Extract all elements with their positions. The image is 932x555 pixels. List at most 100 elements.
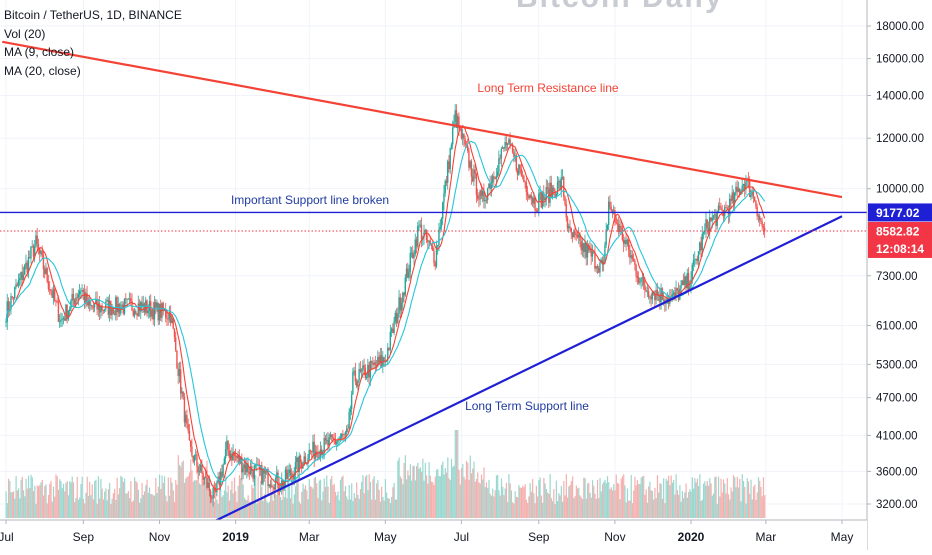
candle-body (392, 328, 394, 334)
volume-bar (492, 488, 494, 518)
candle-body (595, 266, 597, 269)
volume-bar (658, 492, 660, 518)
indicator-ma20[interactable]: MA (20, close) (4, 63, 81, 78)
volume-bar (539, 477, 541, 518)
candle-body (460, 126, 463, 139)
candle-body (20, 271, 22, 279)
candle-body (201, 464, 203, 474)
volume-bar (418, 468, 420, 518)
volume-bar (61, 488, 63, 518)
candle-body (92, 307, 95, 309)
volume-bar (505, 482, 508, 518)
volume-bar (593, 485, 595, 518)
volume-bar (651, 491, 654, 518)
candle-body (206, 477, 208, 488)
candle-body (424, 230, 426, 233)
volume-bar (337, 491, 339, 518)
volume-bar (148, 487, 151, 518)
volume-bar (220, 490, 222, 518)
volume-bar (548, 493, 550, 518)
candle-body (36, 235, 38, 244)
candle-body (258, 464, 260, 470)
x-tick-label: Mar (299, 530, 320, 544)
candle-body (232, 451, 234, 461)
candle-body (580, 241, 582, 251)
volume-bar (396, 499, 398, 518)
volume-bar (513, 503, 515, 518)
candle-body (443, 193, 445, 203)
candle-body (590, 248, 592, 257)
volume-bar (238, 475, 241, 518)
candle-body (339, 437, 342, 440)
candle-body (308, 449, 310, 459)
volume-bar (449, 480, 451, 518)
volume-bar (47, 495, 50, 518)
candle-body (223, 458, 226, 465)
volume-bar (10, 492, 12, 518)
candle-body (555, 194, 557, 198)
volume-bar (166, 501, 168, 518)
candle-body (474, 169, 476, 174)
volume-bar (502, 486, 504, 518)
volume-bar (341, 476, 343, 518)
candle-body (66, 304, 68, 320)
volume-bar (302, 483, 304, 518)
volume-bar (609, 489, 611, 518)
volume-bar (115, 499, 117, 518)
candle-body (591, 251, 594, 257)
candle-body (273, 487, 275, 490)
candle-body (325, 439, 328, 441)
candle-body (694, 259, 696, 261)
volume-bar (263, 494, 265, 518)
y-tick-label: 14000.00 (876, 91, 924, 103)
candle-body (509, 139, 511, 146)
candle-body (753, 196, 756, 201)
candle-body (615, 217, 617, 224)
volume-bar (284, 478, 287, 518)
candle-body (342, 433, 344, 435)
indicator-vol[interactable]: Vol (20) (4, 26, 46, 41)
volume-bar (79, 497, 81, 518)
candle-body (46, 268, 48, 282)
volume-bar (438, 475, 440, 518)
volume-bar (185, 478, 187, 518)
candle-body (435, 246, 438, 267)
y-tick-label: 10000.00 (876, 184, 924, 196)
candle-body (501, 147, 504, 149)
candle-body (655, 290, 657, 301)
candle-body (165, 309, 167, 318)
volume-bar (319, 479, 322, 518)
volume-bar (596, 479, 599, 518)
candle-body (626, 239, 629, 245)
candle-body (554, 190, 556, 198)
volume-bar (99, 498, 101, 518)
watermark-title: Bitcoin Daily (516, 0, 724, 15)
candle-body (403, 292, 405, 296)
candle-body (162, 303, 164, 312)
volume-bar (392, 487, 394, 518)
candle-body (480, 190, 483, 196)
volume-bar (698, 486, 700, 518)
ma9-line (5, 124, 766, 491)
indicator-ma9[interactable]: MA (9, close) (4, 45, 75, 59)
volume-bar (316, 483, 318, 518)
candle-body (14, 287, 16, 299)
volume-bar (568, 486, 570, 518)
volume-bar (296, 478, 298, 518)
volume-bar (717, 476, 720, 518)
candle-body (105, 301, 107, 310)
candle-body (63, 318, 66, 321)
candle-body (214, 490, 217, 493)
volume-bar (719, 496, 721, 518)
candle-body (288, 469, 290, 473)
volume-bar (351, 483, 353, 518)
candle-body (186, 414, 188, 425)
symbol-title[interactable]: Bitcoin / TetherUS, 1D, BINANCE (4, 8, 182, 22)
volume-bar (192, 481, 194, 518)
volume-bar (428, 462, 430, 518)
volume-bar (424, 462, 426, 518)
volume-bar (145, 485, 147, 518)
candle-body (627, 239, 630, 250)
